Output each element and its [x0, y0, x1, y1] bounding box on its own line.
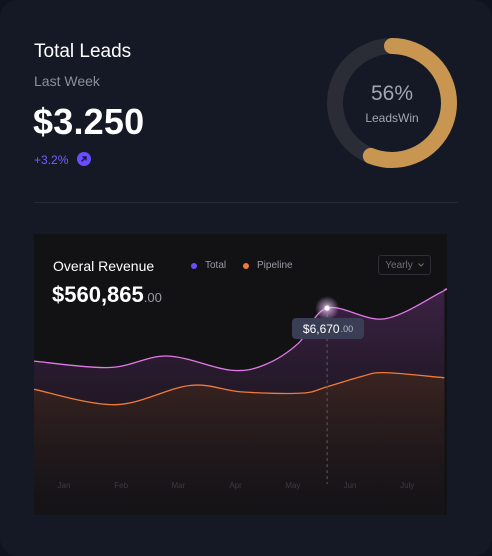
revenue-title: Overal Revenue [53, 258, 155, 274]
chart-tooltip: $6,670.00 [292, 318, 364, 339]
range-select-value: Yearly [385, 259, 413, 271]
revenue-chart [34, 288, 447, 515]
series-total-line [34, 288, 447, 372]
x-axis-tick-label: Mar [171, 481, 186, 490]
legend-dot [243, 262, 249, 269]
leads-win-donut [327, 38, 457, 168]
x-axis-tick-label: Feb [114, 481, 129, 490]
divider [34, 202, 458, 203]
series-pipeline-line [34, 372, 445, 406]
x-axis-tick-label: July [400, 481, 415, 490]
card-title: Total Leads [34, 41, 132, 62]
legend-item-total: Total [191, 260, 226, 271]
win-rate-value: 56% [370, 82, 414, 105]
donut-fill [327, 38, 457, 168]
revenue-amount-main: $560,865 [52, 282, 144, 307]
x-axis-tick-label: Jun [343, 481, 357, 490]
legend-label: Pipeline [257, 260, 293, 271]
range-select[interactable]: Yearly [378, 255, 431, 275]
x-axis-tick-label: Jan [57, 481, 71, 490]
arrow-up-right-icon [77, 152, 91, 166]
leads-amount: $3.250 [33, 101, 145, 142]
tooltip-value: $6,670 [302, 321, 340, 336]
legend-item-pipeline: Pipeline [243, 260, 293, 271]
highlight-point[interactable] [324, 305, 330, 311]
chevron-down-icon [417, 263, 424, 267]
revenue-amount: $560,865.00 [52, 282, 162, 308]
period-label: Last Week [34, 73, 100, 89]
series-pipeline-area [34, 372, 445, 515]
revenue-chart-card: Overal Revenue Total Pipeline Yearly $56… [34, 234, 447, 515]
change-percent: +3.2% [34, 153, 69, 167]
revenue-amount-cents: .00 [143, 290, 162, 305]
win-rate-label: LeadsWin [365, 111, 419, 125]
x-axis-tick-label: Apr [229, 481, 242, 490]
legend-label: Total [205, 260, 227, 271]
tooltip-cents: .00 [340, 323, 354, 334]
legend-dot [191, 262, 197, 269]
x-axis-tick-label: May [285, 481, 301, 490]
